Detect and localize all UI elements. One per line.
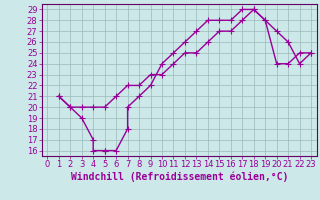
- X-axis label: Windchill (Refroidissement éolien,°C): Windchill (Refroidissement éolien,°C): [70, 172, 288, 182]
